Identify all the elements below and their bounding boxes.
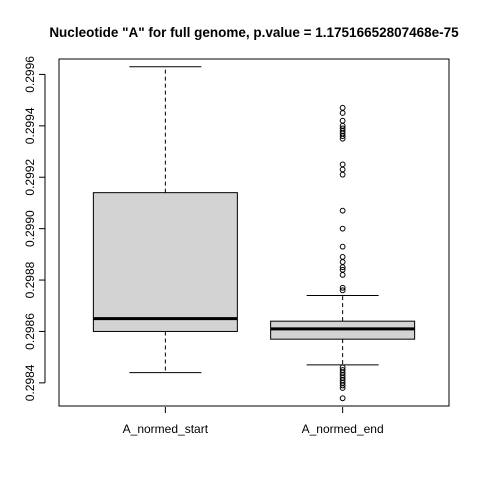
outlier-point [339, 110, 346, 116]
y-tick-label: 0.2984 [23, 364, 37, 401]
outlier-point [339, 135, 346, 142]
y-tick-label: 0.2996 [23, 56, 37, 93]
chart-title: Nucleotide "A" for full genome, p.value … [49, 25, 459, 40]
outlier-point [339, 243, 346, 250]
box-A_normed_start [92, 66, 238, 374]
y-tick-label: 0.2992 [23, 159, 37, 196]
outlier-point [339, 272, 346, 278]
outlier-point [339, 259, 346, 265]
plot-frame [58, 58, 450, 407]
outlier-point [339, 207, 346, 214]
y-axis: 0.2984 0.2986 0.2988 0.2990 0.2992 0.2994 0.29… [23, 56, 46, 401]
outlier-point [339, 287, 346, 294]
outlier-point [339, 161, 346, 168]
outlier-point [339, 225, 346, 232]
boxes [92, 66, 416, 402]
iqr-box [92, 192, 238, 332]
outlier-point [339, 171, 346, 178]
outlier-point [339, 104, 346, 111]
y-tick-label: 0.2986 [23, 313, 37, 350]
x-tick-label: A_normed_end [302, 422, 384, 436]
outlier-point [339, 254, 346, 260]
outlier-point [339, 385, 346, 391]
outlier-point [339, 395, 346, 402]
outlier-point [339, 133, 346, 140]
outlier-point [339, 264, 346, 271]
x-axis: A_normed_start A_normed_end [123, 407, 384, 436]
box-A_normed_end [270, 104, 416, 402]
y-tick-label: 0.2990 [23, 210, 37, 247]
y-tick-label: 0.2988 [23, 261, 37, 298]
y-tick-label: 0.2994 [23, 107, 37, 144]
outlier-point [339, 117, 346, 124]
outlier-point [339, 166, 346, 173]
x-tick-label: A_normed_start [123, 422, 209, 436]
outlier-point [339, 284, 346, 291]
outlier-point [339, 382, 346, 389]
